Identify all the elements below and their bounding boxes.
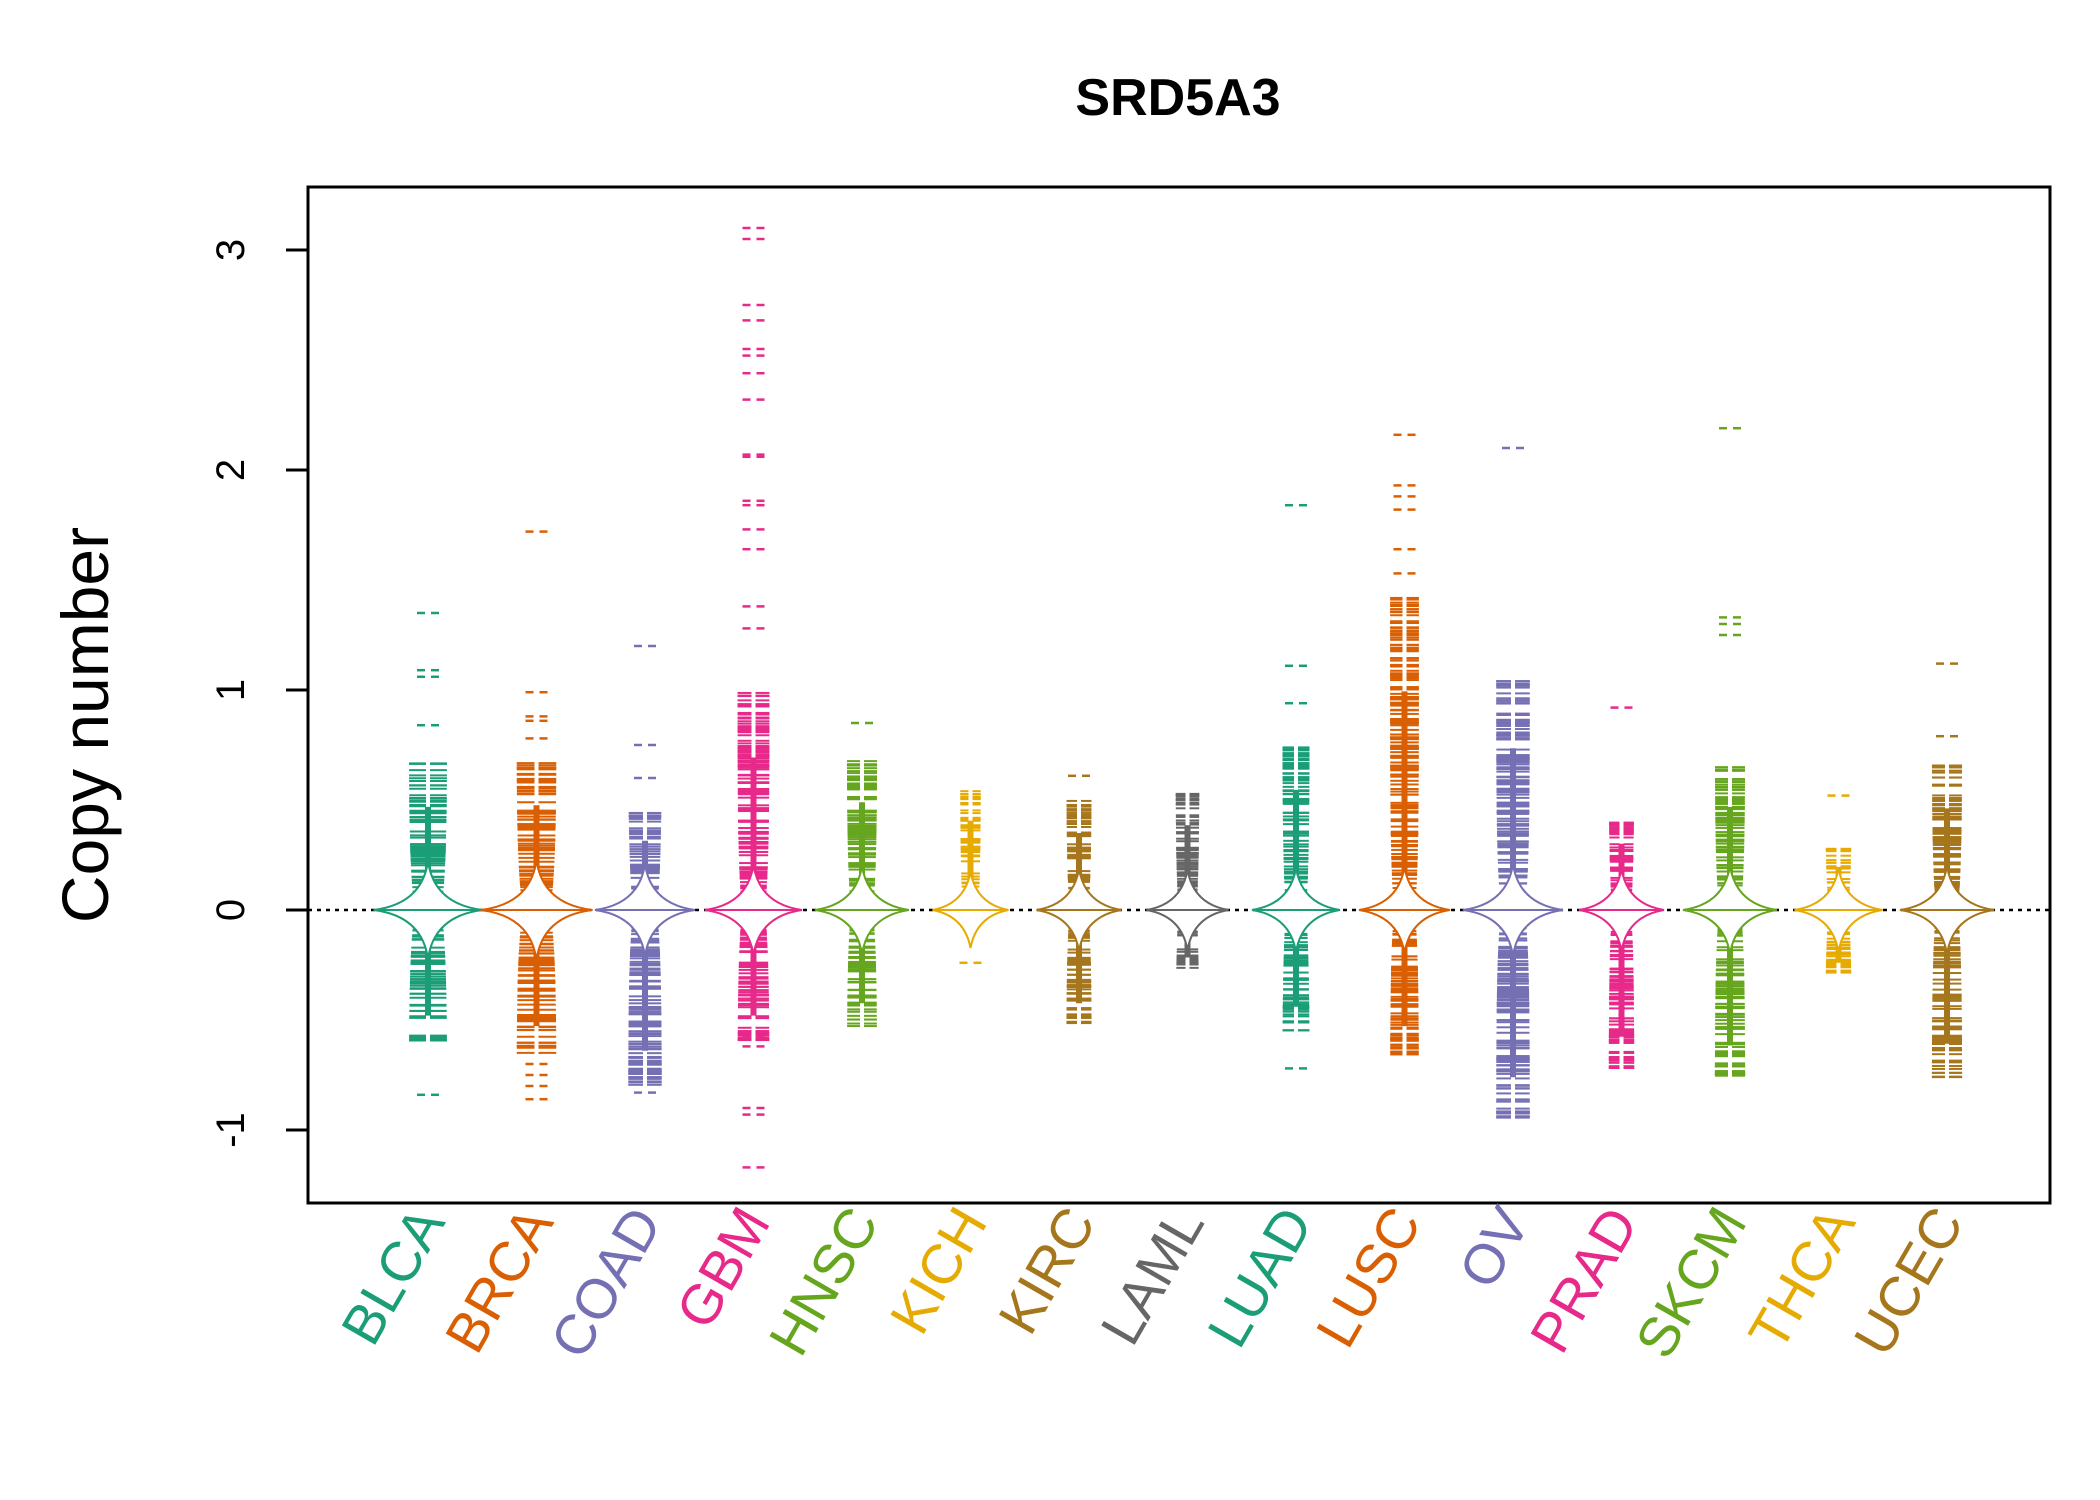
x-tick-label-gbm: GBM (664, 1197, 782, 1339)
group-brca (480, 530, 593, 1101)
y-tick-label: 3 (209, 239, 253, 261)
x-tick-label-lusc: LUSC (1304, 1197, 1433, 1358)
group-prad (1578, 706, 1665, 1070)
plot-frame (306, 185, 2052, 1205)
group-hnsc (814, 721, 910, 1028)
group-blca (373, 611, 483, 1097)
y-tick-label: 1 (209, 679, 253, 701)
group-lusc (1358, 433, 1451, 1056)
y-axis-label: Copy number (48, 527, 122, 923)
data-groups (373, 226, 1995, 1169)
x-tick-label-ucec: UCEC (1841, 1197, 1975, 1366)
group-kirc (1036, 774, 1122, 1025)
x-tick-label-laml: LAML (1088, 1197, 1216, 1355)
x-tick-label-luad: LUAD (1195, 1197, 1324, 1358)
group-luad (1251, 503, 1341, 1070)
group-ucec (1899, 662, 1995, 1079)
chart-title: SRD5A3 (1075, 69, 1280, 127)
x-tick-label-hnsc: HNSC (756, 1197, 890, 1366)
group-thca (1794, 794, 1883, 974)
group-coad (594, 644, 696, 1094)
group-skcm (1682, 426, 1778, 1077)
x-tick-label-coad: COAD (538, 1197, 673, 1369)
x-tick-label-kich: KICH (877, 1197, 998, 1344)
x-tick-label-skcm: SKCM (1623, 1197, 1758, 1369)
y-tick-label: 0 (209, 899, 253, 921)
y-tick-label: -1 (209, 1112, 253, 1148)
y-axis: -1 0 1 2 3 (209, 239, 310, 1148)
y-tick-label: 2 (209, 459, 253, 481)
group-laml (1146, 792, 1229, 969)
group-ov (1462, 446, 1564, 1119)
group-gbm (704, 226, 803, 1169)
x-tick-label-ov: OV (1446, 1196, 1541, 1298)
group-kich (932, 790, 1009, 965)
